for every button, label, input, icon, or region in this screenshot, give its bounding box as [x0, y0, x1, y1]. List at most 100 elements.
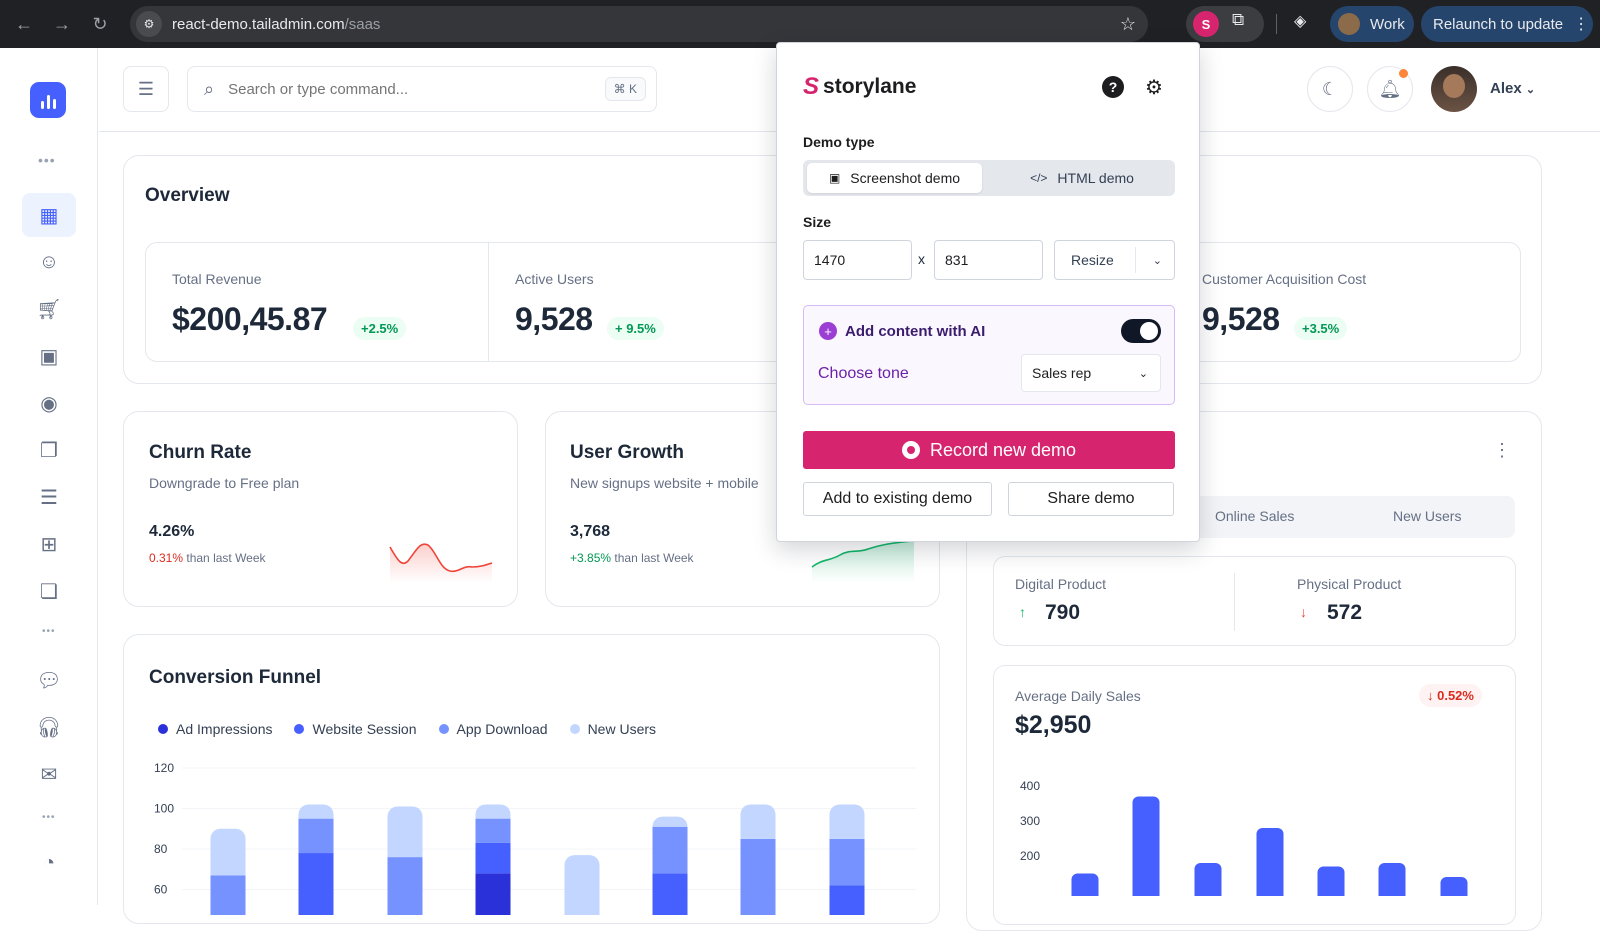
notifications-button[interactable]: 🔔︎ — [1367, 66, 1413, 112]
record-label: Record new demo — [929, 439, 1077, 460]
storylane-s-icon: S — [803, 73, 820, 100]
sidebar-item-ecommerce[interactable]: 🛒︎ — [22, 287, 76, 331]
more-vert-icon[interactable]: ⋮ — [1493, 440, 1511, 460]
tab-new-users[interactable]: New Users — [1393, 508, 1462, 524]
storylane-extension-icon[interactable]: S — [1193, 11, 1219, 37]
sidebar-item-pages[interactable]: ❏ — [22, 569, 76, 613]
conversion-funnel-card: Conversion Funnel Ad Impressions Website… — [123, 634, 940, 924]
legend-item[interactable]: App Download — [438, 721, 548, 737]
height-input[interactable]: 831 — [934, 240, 1043, 280]
address-bar[interactable]: ⚙ react-demo.tailadmin.com/saas ☆ — [130, 6, 1148, 42]
gear-icon[interactable]: ⚙ — [1145, 76, 1163, 99]
metric-change-badge: +2.5% — [353, 317, 407, 340]
user-menu[interactable]: Alex ⌄ — [1490, 80, 1535, 97]
funnel-bar-segment — [740, 838, 776, 915]
churn-change-suffix: than last Week — [186, 551, 266, 565]
browser-toolbar: ← → ↻ ⚙ react-demo.tailadmin.com/saas ☆ … — [0, 0, 1600, 48]
tone-select[interactable]: Sales rep ⌄ — [1021, 354, 1161, 392]
churn-sparkline — [389, 543, 493, 583]
back-icon[interactable]: ← — [15, 13, 33, 34]
sidebar-item-dashboard[interactable]: ▦ — [22, 193, 76, 237]
sales-bar — [1132, 796, 1160, 896]
sidebar-item-profile[interactable]: ◉ — [22, 381, 76, 425]
search-icon: ⌕ — [204, 78, 215, 99]
funnel-bar-segment — [298, 853, 334, 915]
shortcut-badge: ⌘ K — [604, 77, 646, 101]
sidebar-item-tables[interactable]: ⊞ — [22, 522, 76, 566]
sidebar-item-tasks[interactable]: ❐ — [22, 428, 76, 472]
sidebar-section-dots: ••• — [42, 626, 56, 637]
physical-product-value: 572 — [1327, 601, 1363, 624]
ai-toggle[interactable] — [1121, 319, 1161, 343]
menu-toggle-button[interactable]: ☰ — [123, 66, 169, 112]
size-x-label: x — [918, 251, 925, 267]
sales-bar — [1317, 866, 1345, 896]
ai-content-panel: + Add content with AI Choose tone Sales … — [803, 305, 1175, 405]
metric-label: Customer Acquisition Cost — [1202, 271, 1367, 287]
ai-label: Add content with AI — [845, 323, 986, 340]
legend-swatch — [158, 724, 168, 734]
help-icon[interactable]: ? — [1102, 76, 1124, 98]
physical-product-label: Physical Product — [1297, 576, 1402, 592]
bell-icon: 🔔︎ — [1378, 78, 1402, 99]
y-tick-label: 60 — [154, 883, 168, 897]
size-label: Size — [803, 214, 832, 230]
legend-item[interactable]: New Users — [569, 721, 656, 737]
churn-subtitle: Downgrade to Free plan — [149, 475, 300, 491]
shield-icon[interactable]: ◈ — [1294, 13, 1307, 30]
sidebar-item-support[interactable]: 🎧︎ — [22, 705, 76, 749]
extensions-puzzle-icon[interactable]: ⧉ — [1232, 10, 1245, 29]
funnel-bar-segment — [387, 857, 423, 915]
churn-title: Churn Rate — [149, 442, 252, 463]
sidebar-item-calendar[interactable]: ▣ — [22, 334, 76, 378]
url-text[interactable]: react-demo.tailadmin.com/saas — [172, 15, 381, 33]
share-demo-button[interactable]: Share demo — [1008, 482, 1174, 516]
sidebar-item-ai[interactable]: ☺ — [22, 240, 76, 284]
brand-name: storylane — [823, 75, 917, 98]
tab-online-sales[interactable]: Online Sales — [1215, 508, 1295, 524]
metric-label: Total Revenue — [172, 271, 262, 287]
avg-sales-label: Average Daily Sales — [1015, 688, 1141, 704]
code-icon: </> — [1030, 171, 1048, 185]
sales-tabs: Online Sales New Users — [1195, 496, 1515, 538]
legend-swatch — [569, 724, 580, 734]
add-existing-button[interactable]: Add to existing demo — [803, 482, 992, 516]
bookmark-star-icon[interactable]: ☆ — [1119, 13, 1136, 34]
chevron-down-icon: ⌄ — [1138, 367, 1148, 380]
theme-toggle-button[interactable]: ☾ — [1307, 66, 1353, 112]
record-demo-button[interactable]: Record new demo — [803, 431, 1175, 469]
tone-label: Choose tone — [818, 365, 909, 382]
demo-type-toggle: ▣ Screenshot demo </> HTML demo — [803, 160, 1175, 196]
funnel-bar-segment — [298, 818, 334, 854]
app-logo[interactable] — [30, 82, 66, 118]
profile-avatar — [1338, 13, 1360, 35]
avatar[interactable] — [1431, 66, 1477, 112]
funnel-bar-segment — [298, 804, 334, 819]
funnel-chart: 120 100 80 60 — [154, 761, 916, 915]
sidebar-item-email[interactable]: ✉ — [22, 752, 76, 796]
profile-button[interactable]: Work — [1330, 6, 1414, 42]
sidebar-item-forms[interactable]: ☰ — [22, 475, 76, 519]
html-demo-option[interactable]: </> HTML demo — [993, 163, 1171, 193]
sidebar-item-chat[interactable]: 💬︎ — [22, 658, 76, 702]
sidebar: ••• ▦ ☺ 🛒︎ ▣ ◉ ❐ ☰ ⊞ ❏ ••• 💬︎ 🎧︎ ✉ ••• ◔ — [0, 48, 98, 905]
forward-icon[interactable]: → — [53, 13, 71, 34]
relaunch-button[interactable]: Relaunch to update ⋮ — [1421, 6, 1593, 42]
growth-sparkline — [811, 540, 915, 583]
width-input[interactable]: 1470 — [803, 240, 912, 280]
reload-icon[interactable]: ↻ — [92, 13, 108, 34]
site-settings-icon[interactable]: ⚙ — [136, 11, 162, 37]
product-summary: Digital Product ↑ 790 Physical Product ↓… — [993, 556, 1516, 646]
screenshot-demo-option[interactable]: ▣ Screenshot demo — [807, 163, 982, 193]
chat-icon: 💬︎ — [36, 669, 62, 692]
sidebar-item-charts[interactable]: ◔ — [22, 841, 76, 885]
funnel-bar-segment — [475, 804, 511, 819]
sidebar-section-dots-2: ••• — [42, 812, 56, 823]
y-tick-label: 400 — [1020, 779, 1040, 793]
resize-select[interactable]: Resize ⌄ — [1054, 240, 1175, 280]
funnel-bar-segment — [829, 838, 865, 886]
legend-item[interactable]: Website Session — [294, 721, 417, 737]
sales-bar — [1071, 873, 1099, 896]
legend-item[interactable]: Ad Impressions — [158, 721, 272, 737]
search-input[interactable] — [228, 80, 569, 98]
